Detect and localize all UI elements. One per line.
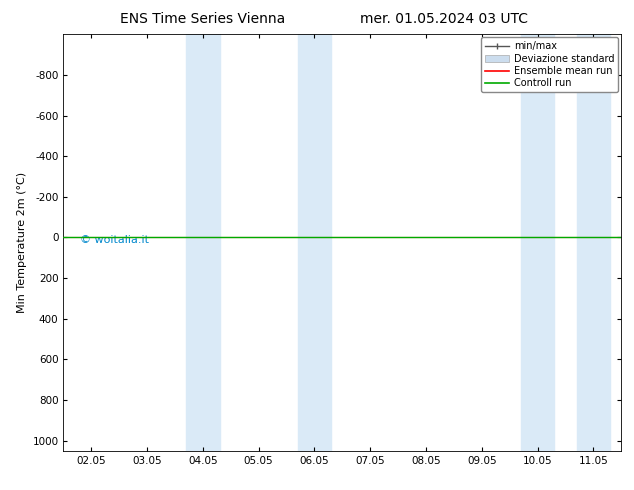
Text: mer. 01.05.2024 03 UTC: mer. 01.05.2024 03 UTC bbox=[360, 12, 527, 26]
Legend: min/max, Deviazione standard, Ensemble mean run, Controll run: min/max, Deviazione standard, Ensemble m… bbox=[481, 37, 618, 92]
Bar bbox=[577, 34, 610, 451]
Bar bbox=[521, 34, 554, 451]
Bar bbox=[298, 34, 331, 451]
Text: © woitalia.it: © woitalia.it bbox=[80, 236, 149, 245]
Y-axis label: Min Temperature 2m (°C): Min Temperature 2m (°C) bbox=[17, 172, 27, 313]
Bar bbox=[186, 34, 219, 451]
Text: ENS Time Series Vienna: ENS Time Series Vienna bbox=[120, 12, 285, 26]
